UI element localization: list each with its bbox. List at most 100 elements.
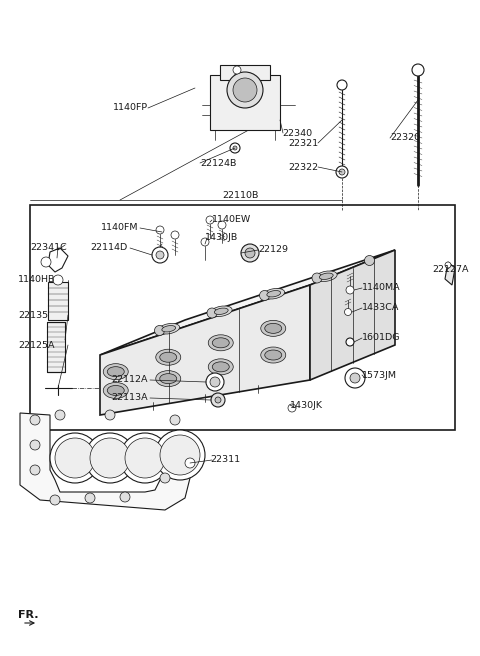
Circle shape [207,308,217,318]
Circle shape [345,308,351,316]
Circle shape [30,440,40,450]
Text: 22129: 22129 [258,245,288,255]
Bar [48,282,68,320]
Circle shape [152,247,168,263]
Circle shape [345,368,365,388]
Circle shape [336,166,348,178]
Circle shape [245,248,255,258]
Ellipse shape [265,350,282,360]
Ellipse shape [103,363,128,380]
Text: 22113A: 22113A [111,394,148,403]
Ellipse shape [160,374,177,384]
Circle shape [201,238,209,246]
Circle shape [55,410,65,420]
Circle shape [233,78,257,102]
Ellipse shape [315,271,337,281]
Circle shape [50,495,60,505]
Circle shape [155,325,165,335]
Circle shape [364,255,374,266]
Circle shape [346,338,354,346]
Circle shape [156,226,164,234]
Circle shape [170,415,180,425]
Circle shape [412,64,424,76]
Ellipse shape [107,386,124,396]
Circle shape [125,438,165,478]
Circle shape [227,72,263,108]
Circle shape [206,216,214,224]
Text: 22127A: 22127A [432,266,468,274]
Ellipse shape [156,371,181,386]
Ellipse shape [210,306,232,317]
Text: 1140EW: 1140EW [212,216,251,224]
Polygon shape [445,262,455,285]
Text: 22114D: 22114D [91,243,128,253]
Text: 22110B: 22110B [222,190,258,199]
Circle shape [160,435,200,475]
Circle shape [55,438,95,478]
Text: 1140MA: 1140MA [362,283,401,293]
Text: 22321: 22321 [288,138,318,148]
Circle shape [211,393,225,407]
Circle shape [160,473,170,483]
Ellipse shape [208,359,233,375]
Circle shape [346,286,354,294]
Ellipse shape [156,349,181,365]
Ellipse shape [103,382,128,398]
Ellipse shape [162,325,176,332]
Polygon shape [20,413,190,510]
Text: 1573JM: 1573JM [362,371,397,380]
Ellipse shape [212,362,229,372]
Circle shape [30,465,40,475]
Circle shape [241,244,259,262]
Ellipse shape [215,308,228,314]
Text: 22135: 22135 [18,310,48,319]
Ellipse shape [212,338,229,348]
Circle shape [50,433,100,483]
Circle shape [120,492,130,502]
Circle shape [260,291,269,300]
Circle shape [155,430,205,480]
Text: FR.: FR. [18,610,38,620]
Circle shape [215,397,221,403]
Circle shape [350,373,360,383]
Circle shape [337,80,347,90]
Circle shape [90,438,130,478]
Ellipse shape [107,367,124,377]
Text: 22320: 22320 [390,134,420,142]
Circle shape [85,433,135,483]
Bar [30,205,455,430]
Text: 22124B: 22124B [200,159,236,167]
Circle shape [85,493,95,503]
Circle shape [218,221,226,229]
Text: 1430JK: 1430JK [290,401,323,409]
Bar [210,75,280,130]
Bar [220,65,270,80]
Circle shape [171,231,179,239]
Text: 22112A: 22112A [111,375,148,384]
Bar [47,322,65,372]
Ellipse shape [319,273,333,279]
Ellipse shape [158,323,180,334]
Circle shape [30,415,40,425]
Circle shape [120,433,170,483]
Circle shape [53,275,63,285]
Circle shape [156,251,164,259]
Text: 1430JB: 1430JB [205,234,238,243]
Text: 1140FM: 1140FM [100,224,138,232]
Ellipse shape [261,347,286,363]
Text: 22340: 22340 [282,129,312,138]
Polygon shape [310,250,395,380]
Ellipse shape [263,289,285,299]
Text: 1140HB: 1140HB [18,276,55,285]
Text: 1140FP: 1140FP [113,104,148,112]
Text: 22341C: 22341C [30,243,67,251]
Text: 22322: 22322 [288,163,318,171]
Ellipse shape [267,291,281,297]
Ellipse shape [265,323,282,333]
Circle shape [233,146,237,150]
Circle shape [185,458,195,468]
Text: 1433CA: 1433CA [362,304,399,312]
Polygon shape [48,248,68,272]
Text: 1601DG: 1601DG [362,333,400,342]
Circle shape [105,410,115,420]
